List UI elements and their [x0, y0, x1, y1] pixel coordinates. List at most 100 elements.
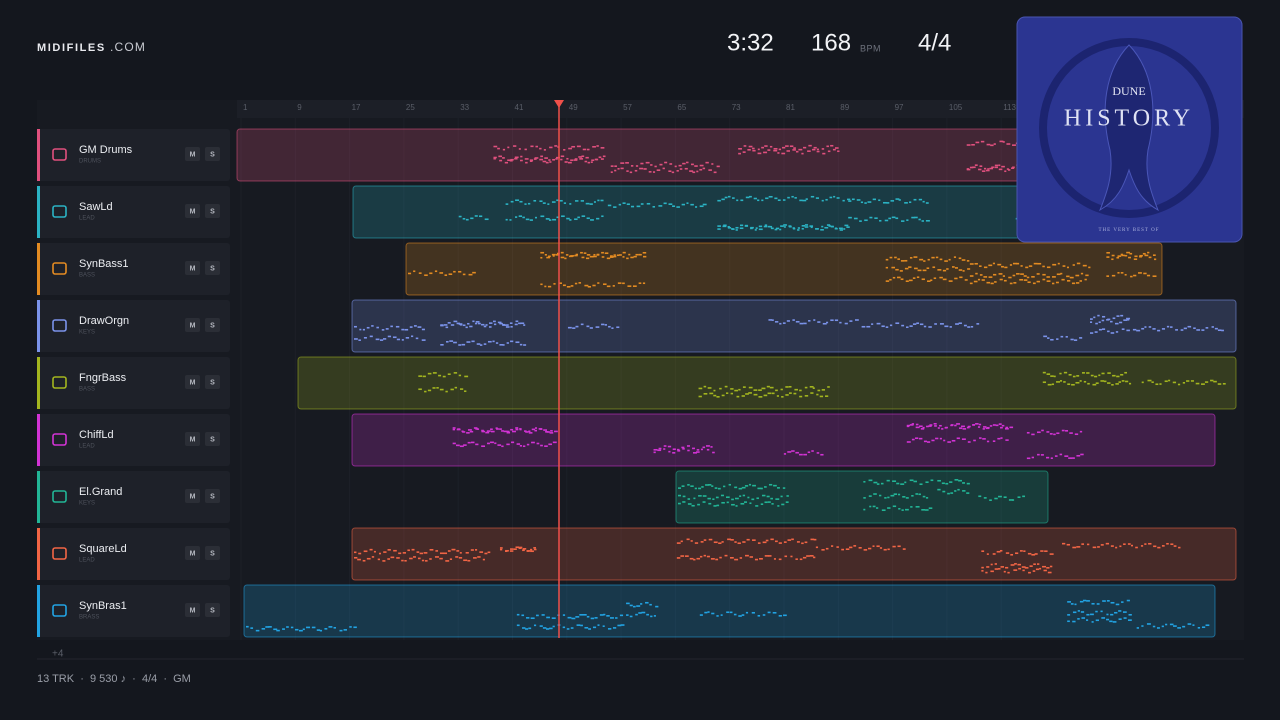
- note: [761, 199, 764, 202]
- note: [606, 615, 610, 617]
- note: [771, 392, 775, 395]
- mute-button[interactable]: [185, 489, 200, 503]
- note: [404, 559, 407, 562]
- mute-label[interactable]: M: [190, 607, 196, 614]
- mute-label[interactable]: M: [190, 493, 196, 500]
- note: [529, 160, 533, 162]
- track-type: BASS: [79, 273, 95, 279]
- solo-button[interactable]: [205, 375, 220, 389]
- solo-button[interactable]: [205, 546, 220, 560]
- mute-button[interactable]: [185, 546, 200, 560]
- note: [519, 200, 523, 203]
- solo-label[interactable]: S: [210, 151, 215, 158]
- note: [801, 542, 804, 545]
- note: [948, 280, 953, 282]
- note: [387, 549, 391, 551]
- note: [791, 450, 795, 452]
- note: [493, 156, 497, 159]
- mute-label[interactable]: M: [190, 151, 196, 158]
- solo-label[interactable]: S: [210, 436, 215, 443]
- note: [729, 611, 733, 614]
- track-type: LEAD: [79, 216, 95, 222]
- mute-button[interactable]: [185, 147, 200, 161]
- mute-label[interactable]: M: [190, 208, 196, 215]
- note: [1003, 496, 1007, 499]
- note: [950, 424, 954, 426]
- note: [1081, 617, 1086, 619]
- note: [1047, 383, 1052, 386]
- solo-button[interactable]: [205, 432, 220, 446]
- solo-button[interactable]: [205, 261, 220, 275]
- brand: MIDIFILES: [37, 42, 106, 54]
- note: [549, 146, 553, 149]
- solo-label[interactable]: S: [210, 607, 215, 614]
- note: [622, 256, 625, 258]
- note: [721, 198, 725, 201]
- note: [998, 164, 1001, 167]
- note: [1182, 382, 1186, 384]
- solo-button[interactable]: [205, 603, 220, 617]
- mute-label[interactable]: M: [190, 550, 196, 557]
- note: [487, 442, 490, 445]
- mute-label[interactable]: M: [190, 379, 196, 386]
- note: [609, 256, 614, 258]
- solo-label[interactable]: S: [210, 550, 215, 557]
- mute-button[interactable]: [185, 204, 200, 218]
- solo-label[interactable]: S: [210, 322, 215, 329]
- more-tracks[interactable]: +4: [52, 649, 64, 660]
- solo-button[interactable]: [205, 318, 220, 332]
- mute-label[interactable]: M: [190, 436, 196, 443]
- note: [723, 485, 726, 488]
- note: [1026, 431, 1030, 434]
- note: [761, 387, 766, 390]
- note: [776, 395, 779, 397]
- note: [770, 538, 774, 541]
- note: [575, 616, 580, 618]
- note: [328, 626, 333, 628]
- mute-label[interactable]: M: [190, 322, 196, 329]
- solo-button[interactable]: [205, 147, 220, 161]
- note: [1111, 258, 1114, 261]
- solo-button[interactable]: [205, 489, 220, 503]
- note: [1211, 326, 1214, 328]
- solo-label[interactable]: S: [210, 493, 215, 500]
- solo-label[interactable]: S: [210, 379, 215, 386]
- note: [1157, 329, 1161, 332]
- note: [450, 388, 454, 391]
- note: [959, 427, 963, 429]
- note: [816, 452, 820, 454]
- note: [1059, 372, 1062, 375]
- solo-label[interactable]: S: [210, 265, 215, 272]
- note: [507, 146, 510, 149]
- mute-button[interactable]: [185, 375, 200, 389]
- note: [592, 145, 596, 148]
- note: [1023, 279, 1028, 281]
- note: [516, 624, 520, 627]
- mute-button[interactable]: [185, 318, 200, 332]
- note: [582, 148, 587, 151]
- note: [502, 323, 506, 326]
- note: [795, 320, 800, 323]
- note: [847, 198, 851, 201]
- solo-button[interactable]: [205, 204, 220, 218]
- note: [1095, 610, 1098, 613]
- note: [899, 270, 903, 272]
- note: [484, 218, 489, 221]
- track-name: GM Drums: [79, 144, 133, 156]
- note: [467, 429, 472, 431]
- note: [912, 277, 916, 279]
- note: [766, 495, 770, 498]
- mute-button[interactable]: [185, 432, 200, 446]
- track-type: KEYS: [79, 501, 95, 507]
- note: [1107, 318, 1111, 321]
- note: [1192, 624, 1195, 626]
- mute-button[interactable]: [185, 261, 200, 275]
- note: [745, 554, 749, 557]
- note: [645, 601, 649, 604]
- note: [1072, 620, 1076, 623]
- note: [596, 145, 599, 147]
- mute-button[interactable]: [185, 603, 200, 617]
- track-header: [37, 414, 230, 466]
- solo-label[interactable]: S: [210, 208, 215, 215]
- mute-label[interactable]: M: [190, 265, 196, 272]
